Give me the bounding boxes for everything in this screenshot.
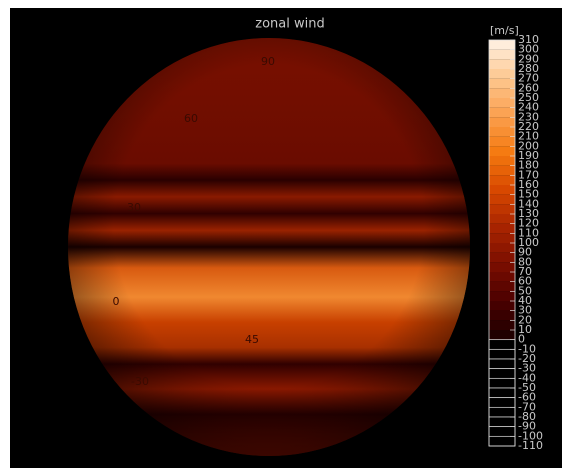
colorbar-band	[489, 214, 515, 224]
colorbar-tick-label: -110	[518, 439, 543, 452]
colorbar-band	[489, 282, 515, 292]
colorbar-band	[489, 204, 515, 214]
colorbar-band	[489, 59, 515, 69]
colorbar-band	[489, 69, 515, 79]
chart: zonal wind [m/s] 90 60 30 0 45 -30 31030…	[0, 0, 572, 475]
colorbar-band	[489, 320, 515, 330]
colorbar-band	[489, 262, 515, 272]
globe-label: 45	[245, 333, 259, 346]
colorbar-band	[489, 233, 515, 243]
colorbar-band	[489, 311, 515, 321]
colorbar-band	[489, 88, 515, 98]
colorbar-band	[489, 417, 515, 427]
colorbar-band	[489, 427, 515, 437]
colorbar-band	[489, 340, 515, 350]
colorbar-band	[489, 195, 515, 205]
globe-label: 90	[261, 55, 275, 68]
globe-label: 30	[127, 201, 141, 214]
colorbar-band	[489, 166, 515, 176]
colorbar-band	[489, 117, 515, 127]
colorbar-band	[489, 185, 515, 195]
colorbar-band	[489, 98, 515, 108]
colorbar-band	[489, 79, 515, 89]
colorbar-band	[489, 301, 515, 311]
colorbar-band	[489, 40, 515, 50]
colorbar-band	[489, 407, 515, 417]
chart-title: zonal wind	[255, 17, 324, 32]
colorbar-band	[489, 50, 515, 60]
globe-label: 0	[113, 295, 120, 308]
globe-label: 60	[184, 112, 198, 125]
colorbar-band	[489, 359, 515, 369]
colorbar-band	[489, 253, 515, 263]
colorbar-band	[489, 146, 515, 156]
colorbar-band	[489, 108, 515, 118]
colorbar-band	[489, 175, 515, 185]
colorbar-band	[489, 369, 515, 379]
colorbar-band	[489, 127, 515, 137]
colorbar-band	[489, 388, 515, 398]
colorbar-band	[489, 378, 515, 388]
colorbar-label: [m/s]	[490, 24, 519, 37]
colorbar-band	[489, 224, 515, 234]
globe-label: -30	[131, 375, 149, 388]
colorbar-band	[489, 156, 515, 166]
colorbar-band	[489, 137, 515, 147]
colorbar-band	[489, 398, 515, 408]
colorbar-band	[489, 243, 515, 253]
colorbar-band	[489, 330, 515, 340]
colorbar-band	[489, 272, 515, 282]
colorbar-band	[489, 436, 515, 446]
colorbar-band	[489, 291, 515, 301]
globe-shade	[68, 38, 470, 456]
colorbar-band	[489, 349, 515, 359]
